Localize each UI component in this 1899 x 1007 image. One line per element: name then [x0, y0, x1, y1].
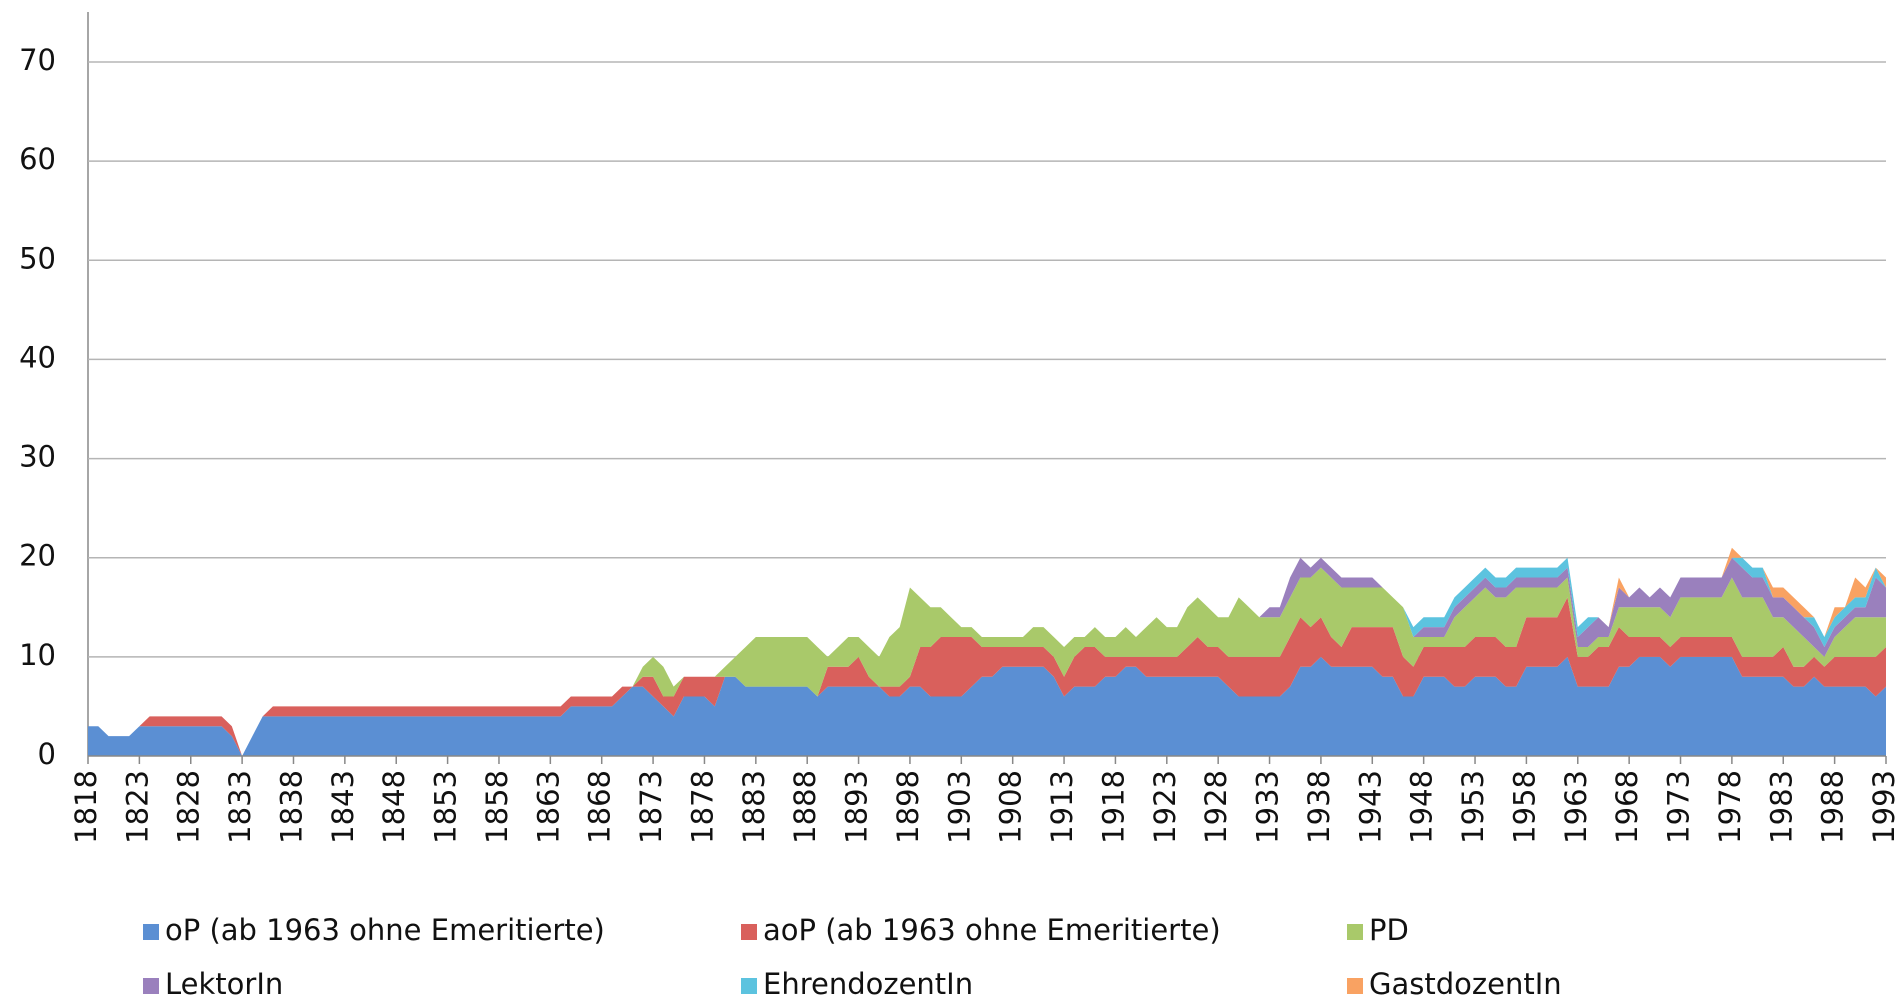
x-tick-label: 1903: [942, 770, 976, 844]
y-tick-label: 30: [19, 440, 56, 474]
y-tick-label: 50: [19, 241, 56, 275]
x-tick-label: 1888: [788, 770, 822, 844]
x-tick-label: 1973: [1662, 770, 1696, 844]
x-tick-label: 1878: [685, 770, 719, 844]
x-tick-label: 1988: [1816, 770, 1850, 844]
legend-swatch: [1347, 978, 1363, 994]
legend-swatch: [741, 978, 757, 994]
x-tick-label: 1958: [1507, 770, 1541, 844]
x-tick-label: 1863: [531, 770, 565, 844]
x-tick-label: 1883: [737, 770, 771, 844]
x-tick-label: 1833: [223, 770, 257, 844]
legend-label: oP (ab 1963 ohne Emeritierte): [165, 913, 605, 947]
x-tick-label: 1993: [1867, 770, 1899, 844]
x-tick-label: 1943: [1353, 770, 1387, 844]
x-tick-label: 1963: [1559, 770, 1593, 844]
legend-swatch: [1347, 924, 1363, 940]
y-tick-label: 60: [19, 142, 56, 176]
x-tick-label: 1858: [480, 770, 514, 844]
y-tick-label: 20: [19, 539, 56, 573]
x-tick-label: 1933: [1251, 770, 1285, 844]
x-tick-label: 1838: [274, 770, 308, 844]
x-tick-label: 1983: [1764, 770, 1798, 844]
x-tick-label: 1968: [1610, 770, 1644, 844]
x-tick-label: 1978: [1713, 770, 1747, 844]
area: [88, 656, 1886, 756]
x-tick-label: 1828: [172, 770, 206, 844]
x-tick-label: 1948: [1405, 770, 1439, 844]
y-tick-label: 10: [19, 638, 56, 672]
x-tick-label: 1818: [69, 770, 103, 844]
x-tick-label: 1923: [1148, 770, 1182, 844]
legend-label: aoP (ab 1963 ohne Emeritierte): [763, 913, 1221, 947]
x-tick-label: 1823: [120, 770, 154, 844]
legend-swatch: [143, 924, 159, 940]
y-tick-label: 0: [38, 737, 56, 771]
x-tick-label: 1893: [840, 770, 874, 844]
x-tick-label: 1938: [1302, 770, 1336, 844]
x-tick-label: 1953: [1456, 770, 1490, 844]
legend-swatch: [741, 924, 757, 940]
y-tick-label: 40: [19, 340, 56, 374]
x-tick-label: 1898: [891, 770, 925, 844]
legend-label: EhrendozentIn: [763, 967, 973, 1001]
x-tick-label: 1853: [429, 770, 463, 844]
legend-label: PD: [1369, 913, 1409, 947]
legend-swatch: [143, 978, 159, 994]
x-tick-label: 1918: [1096, 770, 1130, 844]
legend-label: LektorIn: [165, 967, 283, 1001]
y-tick-label: 70: [19, 43, 56, 77]
x-tick-label: 1913: [1045, 770, 1079, 844]
x-tick-label: 1873: [634, 770, 668, 844]
legend-label: GastdozentIn: [1369, 967, 1562, 1001]
x-tick-label: 1843: [326, 770, 360, 844]
area: [88, 597, 1886, 756]
x-tick-label: 1928: [1199, 770, 1233, 844]
x-tick-label: 1868: [583, 770, 617, 844]
x-tick-label: 1908: [994, 770, 1028, 844]
x-tick-label: 1848: [377, 770, 411, 844]
